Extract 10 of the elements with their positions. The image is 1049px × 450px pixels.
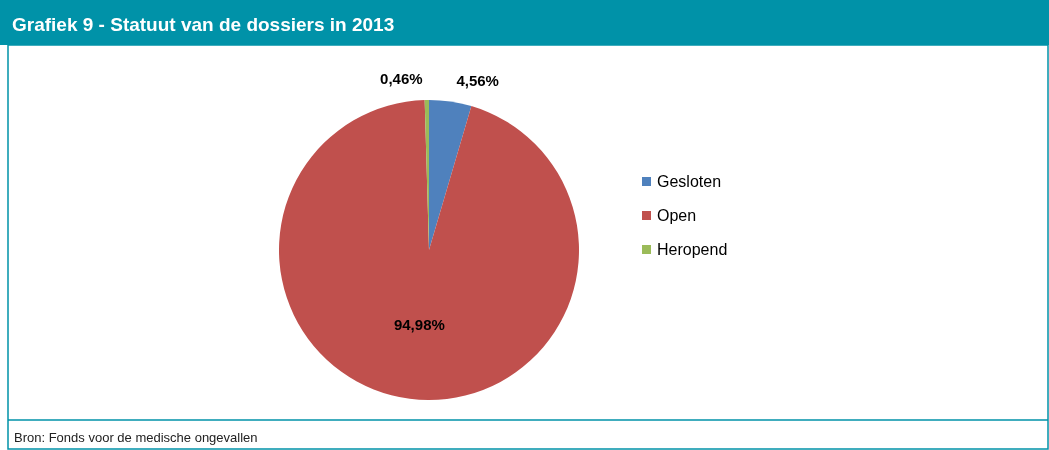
pie-slice bbox=[279, 100, 579, 400]
text: Bron: Fonds voor de medische ongevallen bbox=[14, 430, 258, 445]
data-label: 94,98% bbox=[393, 316, 445, 334]
data-label: 4,56% bbox=[456, 71, 499, 89]
data-label: 0,46% bbox=[380, 70, 423, 88]
legend-label: Heropend bbox=[657, 241, 728, 258]
chart-title: Grafiek 9 - Statuut van de dossiers in 2013 bbox=[12, 14, 395, 35]
pie-slice bbox=[429, 100, 472, 250]
legend-label: Open bbox=[657, 207, 697, 224]
legend-label: Gesloten bbox=[657, 173, 722, 190]
